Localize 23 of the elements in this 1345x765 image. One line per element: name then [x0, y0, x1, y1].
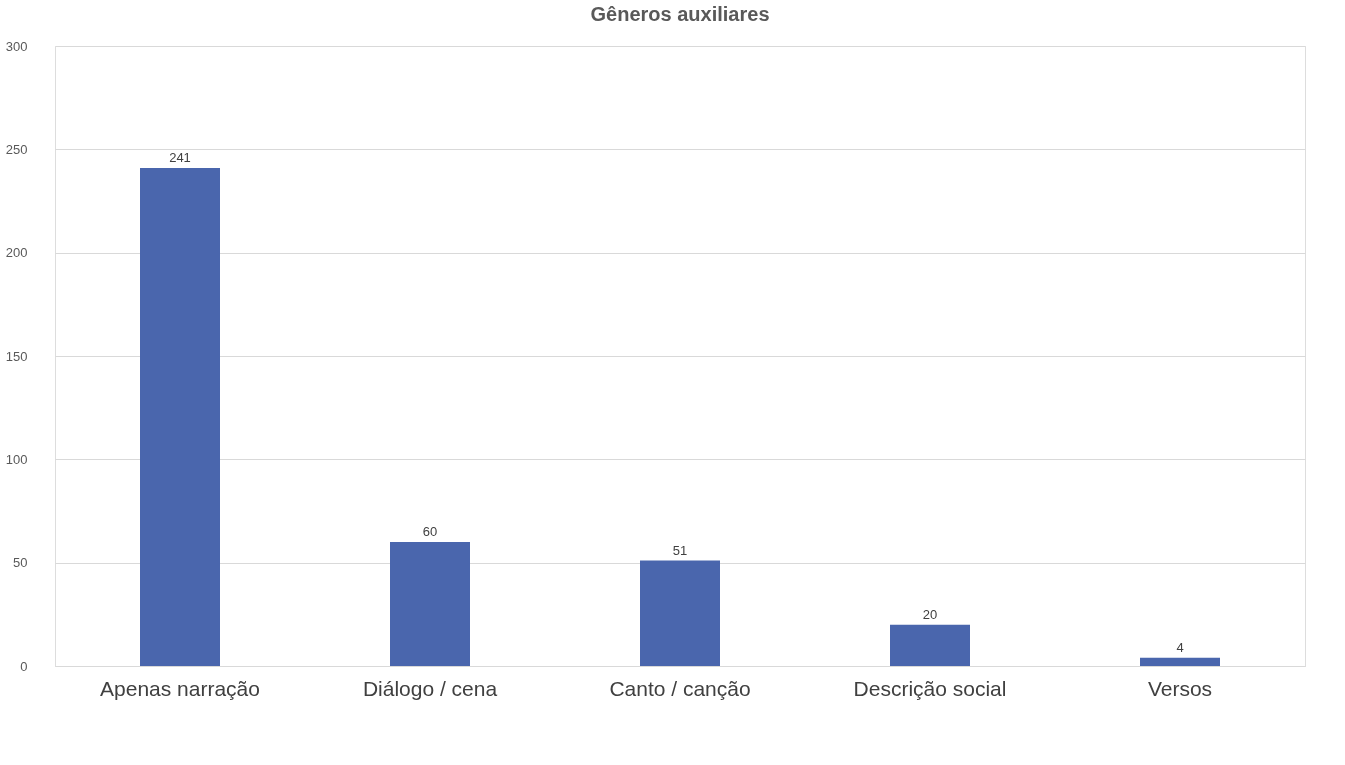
y-tick-label: 150 — [5, 348, 28, 364]
bar — [140, 167, 220, 666]
y-tick-label: 200 — [5, 245, 28, 261]
data-label: 4 — [1176, 639, 1184, 655]
data-label: 60 — [422, 524, 438, 539]
bar — [890, 624, 970, 666]
x-tick-label: Versos — [1147, 676, 1213, 700]
x-tick-label: Apenas narração — [100, 676, 260, 700]
bar — [640, 560, 720, 666]
y-tick-label: 250 — [5, 141, 28, 157]
x-tick-label: Canto / canção — [609, 676, 751, 700]
x-tick-label: Descrição social — [853, 676, 1007, 700]
bar — [390, 542, 470, 666]
bar — [1140, 657, 1220, 666]
data-label: 51 — [672, 542, 688, 558]
data-label: 20 — [922, 606, 938, 622]
data-label: 241 — [169, 149, 191, 165]
x-tick-label: Diálogo / cena — [362, 676, 498, 700]
y-tick-label: 100 — [5, 451, 28, 467]
y-tick-label: 0 — [20, 658, 28, 674]
y-tick-label: 50 — [13, 555, 28, 571]
y-tick-label: 300 — [5, 38, 28, 54]
chart-title: Gêneros auxiliares — [590, 3, 770, 25]
